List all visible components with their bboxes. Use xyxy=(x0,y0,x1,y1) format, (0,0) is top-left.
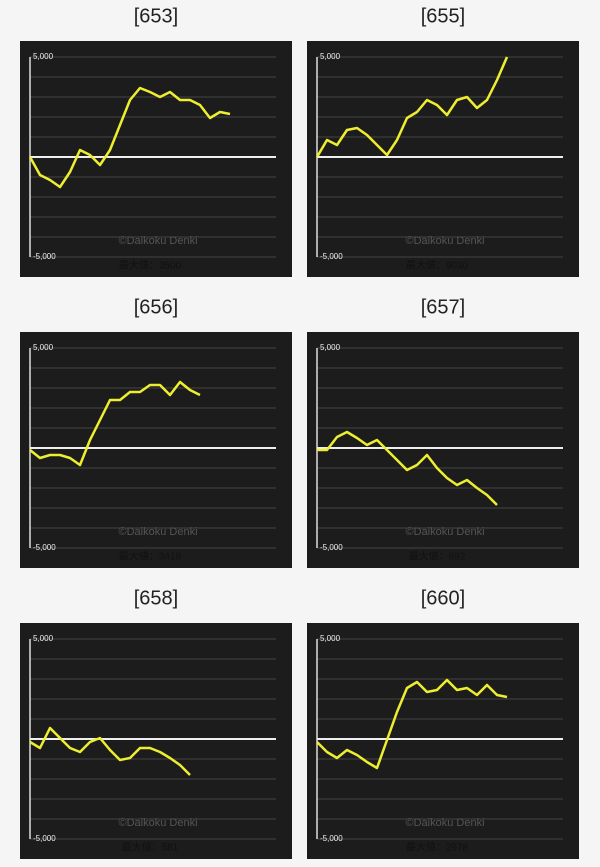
max-note: 最大値：581 xyxy=(122,841,179,854)
chart-bg xyxy=(20,41,292,277)
chart-bg xyxy=(20,332,292,568)
y-tick-label: -5,000 xyxy=(33,252,56,261)
max-note: 最大値：3500 xyxy=(119,259,182,272)
y-tick-label: 5,000 xyxy=(33,52,54,61)
data-line xyxy=(316,678,508,770)
watermark: ©Daikoku Denki xyxy=(118,817,197,829)
data-line xyxy=(29,380,201,467)
y-tick-label: -5,000 xyxy=(33,543,56,552)
watermark: ©Daikoku Denki xyxy=(118,526,197,538)
max-note: 最大値：9030 xyxy=(406,259,469,272)
chart-title: [656] xyxy=(134,296,178,318)
watermark: ©Daikoku Denki xyxy=(405,817,484,829)
max-note: 最大値：2978 xyxy=(406,841,469,854)
y-tick-label: 5,000 xyxy=(320,343,341,352)
y-tick-label: 5,000 xyxy=(33,343,54,352)
y-tick-label: -5,000 xyxy=(320,834,343,843)
chart-title: [657] xyxy=(421,296,465,318)
data-line xyxy=(315,56,509,158)
chart-title: [660] xyxy=(421,587,465,609)
y-tick-label: 5,000 xyxy=(33,634,54,643)
data-line xyxy=(29,726,191,776)
chart-bg xyxy=(307,623,579,859)
chart-bg xyxy=(307,332,579,568)
chart-title: [653] xyxy=(134,5,178,27)
y-tick-label: 5,000 xyxy=(320,52,341,61)
y-tick-label: 5,000 xyxy=(320,634,341,643)
watermark: ©Daikoku Denki xyxy=(405,526,484,538)
chart-bg xyxy=(307,41,579,277)
y-tick-label: -5,000 xyxy=(320,543,343,552)
chart-bg xyxy=(20,623,292,859)
y-tick-label: -5,000 xyxy=(320,252,343,261)
chart-title: [658] xyxy=(134,587,178,609)
watermark: ©Daikoku Denki xyxy=(405,235,484,247)
watermark: ©Daikoku Denki xyxy=(118,235,197,247)
y-tick-label: -5,000 xyxy=(33,834,56,843)
max-note: 最大値：892 xyxy=(409,550,466,563)
data-line xyxy=(28,86,231,189)
data-line xyxy=(317,430,498,506)
chart-title: [655] xyxy=(421,5,465,27)
max-note: 最大値：3419 xyxy=(119,550,182,563)
